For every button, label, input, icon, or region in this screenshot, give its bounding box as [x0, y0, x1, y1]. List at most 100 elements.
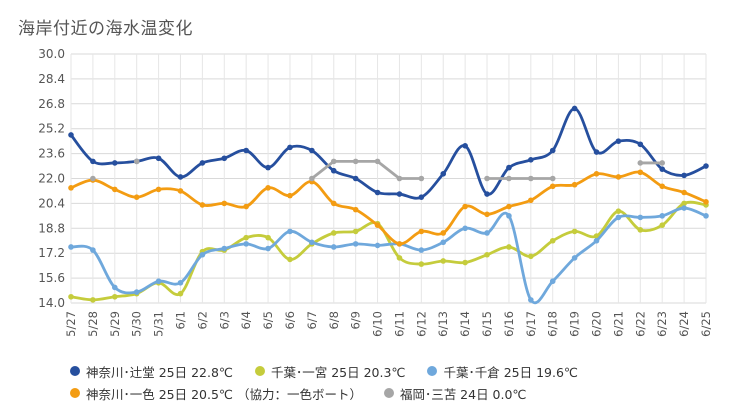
x-tick-label: 6/23 — [655, 311, 669, 337]
data-point — [309, 175, 315, 182]
x-tick-label: 6/12 — [414, 311, 428, 337]
legend-label: 神奈川･一色 25日 20.5℃ （協力：一色ボート） — [86, 386, 362, 402]
data-point — [287, 256, 293, 263]
data-point — [440, 239, 447, 246]
x-tick-label: 6/11 — [392, 311, 406, 337]
data-point — [330, 230, 337, 236]
data-point — [352, 158, 359, 165]
legend-item[interactable]: 神奈川･一色 25日 20.5℃ （協力：一色ボート） — [70, 384, 362, 403]
y-tick-label: 26.8 — [38, 97, 65, 111]
y-tick-label: 20.4 — [38, 196, 65, 210]
x-tick-label: 6/8 — [327, 311, 341, 330]
data-point — [528, 175, 534, 182]
x-tick-label: 6/18 — [546, 311, 560, 337]
y-tick-label: 18.8 — [38, 221, 65, 235]
data-point — [177, 290, 184, 297]
data-point — [637, 227, 644, 233]
data-point — [571, 181, 578, 188]
series-5 — [90, 158, 666, 182]
x-tick-label: 5/27 — [64, 311, 78, 337]
data-point — [374, 189, 381, 196]
x-tick-label: 6/7 — [305, 311, 319, 330]
x-tick-label: 6/15 — [480, 311, 494, 337]
data-point — [549, 183, 556, 190]
y-tick-label: 30.0 — [38, 47, 65, 61]
data-point — [571, 255, 578, 261]
data-point — [506, 164, 512, 171]
data-point — [637, 160, 644, 166]
data-point — [659, 213, 666, 219]
data-point — [549, 175, 556, 182]
data-point — [418, 228, 425, 235]
data-point — [68, 293, 74, 300]
data-point — [265, 234, 271, 241]
data-point — [352, 206, 359, 213]
data-point — [528, 297, 534, 303]
data-point — [571, 105, 578, 112]
data-point — [133, 289, 140, 295]
x-tick-label: 6/5 — [261, 311, 275, 330]
data-point — [615, 208, 622, 214]
data-point — [374, 242, 381, 249]
data-point — [111, 160, 118, 166]
data-point — [177, 174, 184, 180]
data-point — [703, 163, 709, 169]
data-point — [637, 214, 644, 221]
legend-item[interactable]: 神奈川･辻堂 25日 22.8℃ — [70, 362, 233, 381]
data-point — [484, 175, 490, 182]
x-tick-label: 6/10 — [371, 311, 385, 337]
data-point — [659, 166, 666, 172]
data-point — [199, 160, 206, 166]
x-tick-label: 6/4 — [239, 311, 253, 330]
x-tick-label: 6/21 — [611, 311, 625, 337]
data-point — [155, 278, 162, 285]
data-point — [615, 138, 622, 144]
x-tick-label: 6/20 — [590, 311, 604, 337]
legend-label: 千葉･千倉 25日 19.6℃ — [443, 364, 578, 380]
data-point — [177, 279, 184, 286]
data-point — [68, 185, 74, 191]
line-chart: 14.0 15.6 17.2 18.8 20.4 22.0 23.6 25.2 26.8 28.4… — [38, 47, 713, 337]
legend-marker — [70, 366, 80, 376]
y-tick-label: 22.0 — [38, 172, 65, 186]
data-point — [68, 132, 74, 138]
data-point — [352, 241, 359, 247]
data-point — [462, 143, 468, 149]
data-point — [265, 164, 271, 171]
data-point — [462, 203, 468, 210]
data-point — [681, 200, 687, 207]
series-line — [310, 159, 423, 180]
legend-item[interactable]: 千葉･千倉 25日 19.6℃ — [427, 362, 578, 381]
series-line — [69, 170, 708, 246]
y-tick-label: 14.0 — [38, 296, 65, 310]
data-point — [243, 234, 249, 241]
legend-marker — [383, 388, 394, 398]
legend-label: 福岡･三苫 24日 0.0℃ — [399, 386, 527, 402]
data-point — [418, 175, 425, 182]
series-1 — [68, 105, 709, 200]
data-point — [396, 255, 403, 261]
data-point — [659, 222, 666, 228]
legend-marker — [427, 366, 438, 376]
x-tick-label: 6/1 — [173, 311, 187, 330]
x-tick-label: 5/29 — [108, 311, 122, 337]
x-tick-label: 6/17 — [524, 311, 538, 337]
x-tick-label: 6/24 — [677, 311, 691, 337]
data-point — [111, 186, 118, 193]
legend-marker — [254, 366, 265, 376]
legend-marker — [70, 388, 80, 398]
data-point — [418, 261, 425, 267]
data-point — [396, 191, 403, 197]
legend-item[interactable]: 福岡･三苫 24日 0.0℃ — [383, 384, 527, 403]
data-point — [506, 244, 512, 250]
x-tick-label: 5/28 — [86, 311, 100, 337]
legend-item[interactable]: 千葉･一宮 25日 20.3℃ — [254, 362, 405, 381]
data-point — [396, 241, 403, 247]
series-line — [69, 200, 708, 302]
x-tick-label: 6/25 — [699, 311, 713, 337]
data-point — [418, 247, 425, 253]
series-4 — [68, 169, 709, 247]
data-point — [440, 258, 447, 264]
data-point — [440, 171, 447, 177]
legend: 神奈川･辻堂 25日 22.8℃ 千葉･一宮 25日 20.3℃ 千葉･千倉 25日… — [70, 360, 730, 404]
